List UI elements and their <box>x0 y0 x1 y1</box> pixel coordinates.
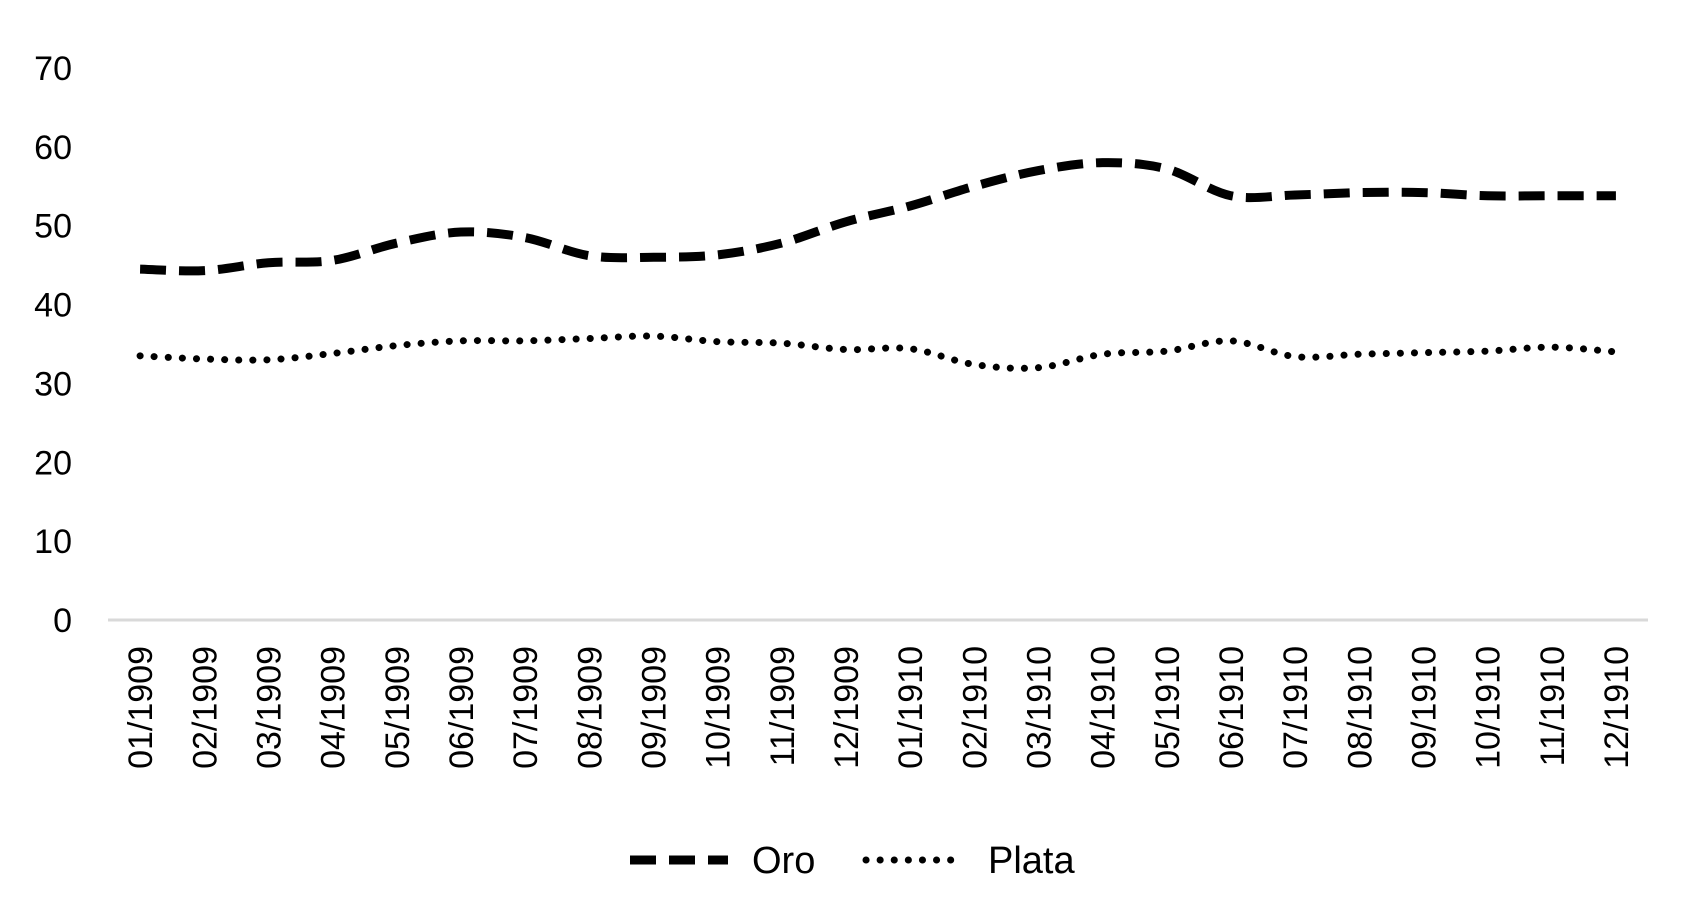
y-tick-label: 60 <box>34 129 72 167</box>
x-tick-label: 01/1909 <box>122 646 160 769</box>
y-tick-label: 10 <box>34 523 72 561</box>
x-tick-label: 12/1910 <box>1598 646 1636 769</box>
x-tick-label: 06/1909 <box>443 646 481 769</box>
data-point-plata <box>781 343 782 344</box>
legend: Oro Plata <box>630 840 1075 882</box>
x-tick-label: 09/1910 <box>1405 646 1443 769</box>
y-tick-label: 30 <box>34 365 72 403</box>
data-point-plata <box>525 340 526 341</box>
data-point-oro <box>1166 168 1167 169</box>
x-tick-label: 01/1910 <box>892 646 930 769</box>
legend-item-plata: Plata <box>862 840 1075 882</box>
x-tick-label: 03/1909 <box>250 646 288 769</box>
series-line-oro <box>139 158 1616 276</box>
data-point-plata <box>332 353 333 354</box>
x-tick-label: 10/1909 <box>700 646 738 769</box>
x-tick-label: 03/1910 <box>1020 646 1058 769</box>
legend-label-oro: Oro <box>752 840 815 882</box>
y-tick-label: 40 <box>34 287 72 325</box>
data-point-plata <box>974 364 975 365</box>
y-tick-label: 20 <box>34 444 72 482</box>
series-line-plata <box>136 332 1620 372</box>
x-tick-label: 08/1909 <box>571 646 609 769</box>
x-tick-label: 04/1910 <box>1085 646 1123 769</box>
data-point-plata <box>204 358 205 359</box>
data-point-oro <box>974 186 975 187</box>
data-point-plata <box>1423 352 1424 353</box>
legend-item-oro: Oro <box>630 840 815 882</box>
data-point-oro <box>525 237 526 238</box>
data-point-oro <box>1359 192 1360 193</box>
x-tick-label: 12/1909 <box>828 646 866 769</box>
data-point-plata <box>1615 351 1616 352</box>
x-tick-label: 09/1909 <box>635 646 673 769</box>
y-tick-label: 50 <box>34 208 72 246</box>
x-tick-label: 04/1909 <box>315 646 353 769</box>
data-point-oro <box>1551 195 1552 196</box>
x-axis-tick-labels: 01/1909 02/1909 03/1909 04/1909 05/1909 06/19… <box>122 646 1636 769</box>
x-tick-label: 11/1910 <box>1534 646 1572 766</box>
y-tick-label: 0 <box>53 602 72 640</box>
y-tick-label: 70 <box>34 50 72 88</box>
series-layer <box>136 158 1620 372</box>
x-tick-label: 07/1910 <box>1277 646 1315 769</box>
data-point-plata <box>1102 354 1103 355</box>
data-point-oro <box>332 260 333 261</box>
x-tick-label: 05/1910 <box>1149 646 1187 769</box>
x-tick-label: 02/1910 <box>956 646 994 769</box>
x-tick-label: 07/1909 <box>507 646 545 769</box>
data-point-plata <box>653 336 654 337</box>
x-tick-label: 06/1910 <box>1213 646 1251 769</box>
y-axis-tick-labels: 0 10 20 30 40 50 60 70 <box>34 50 72 640</box>
x-tick-label: 02/1909 <box>186 646 224 769</box>
x-tick-label: 05/1909 <box>379 646 417 769</box>
x-tick-label: 10/1910 <box>1470 646 1508 769</box>
data-point-plata <box>1295 356 1296 357</box>
data-point-oro <box>589 255 590 256</box>
legend-label-plata: Plata <box>988 840 1075 882</box>
x-tick-label: 08/1910 <box>1341 646 1379 769</box>
data-point-oro <box>717 254 718 255</box>
x-tick-label: 11/1909 <box>764 646 802 766</box>
